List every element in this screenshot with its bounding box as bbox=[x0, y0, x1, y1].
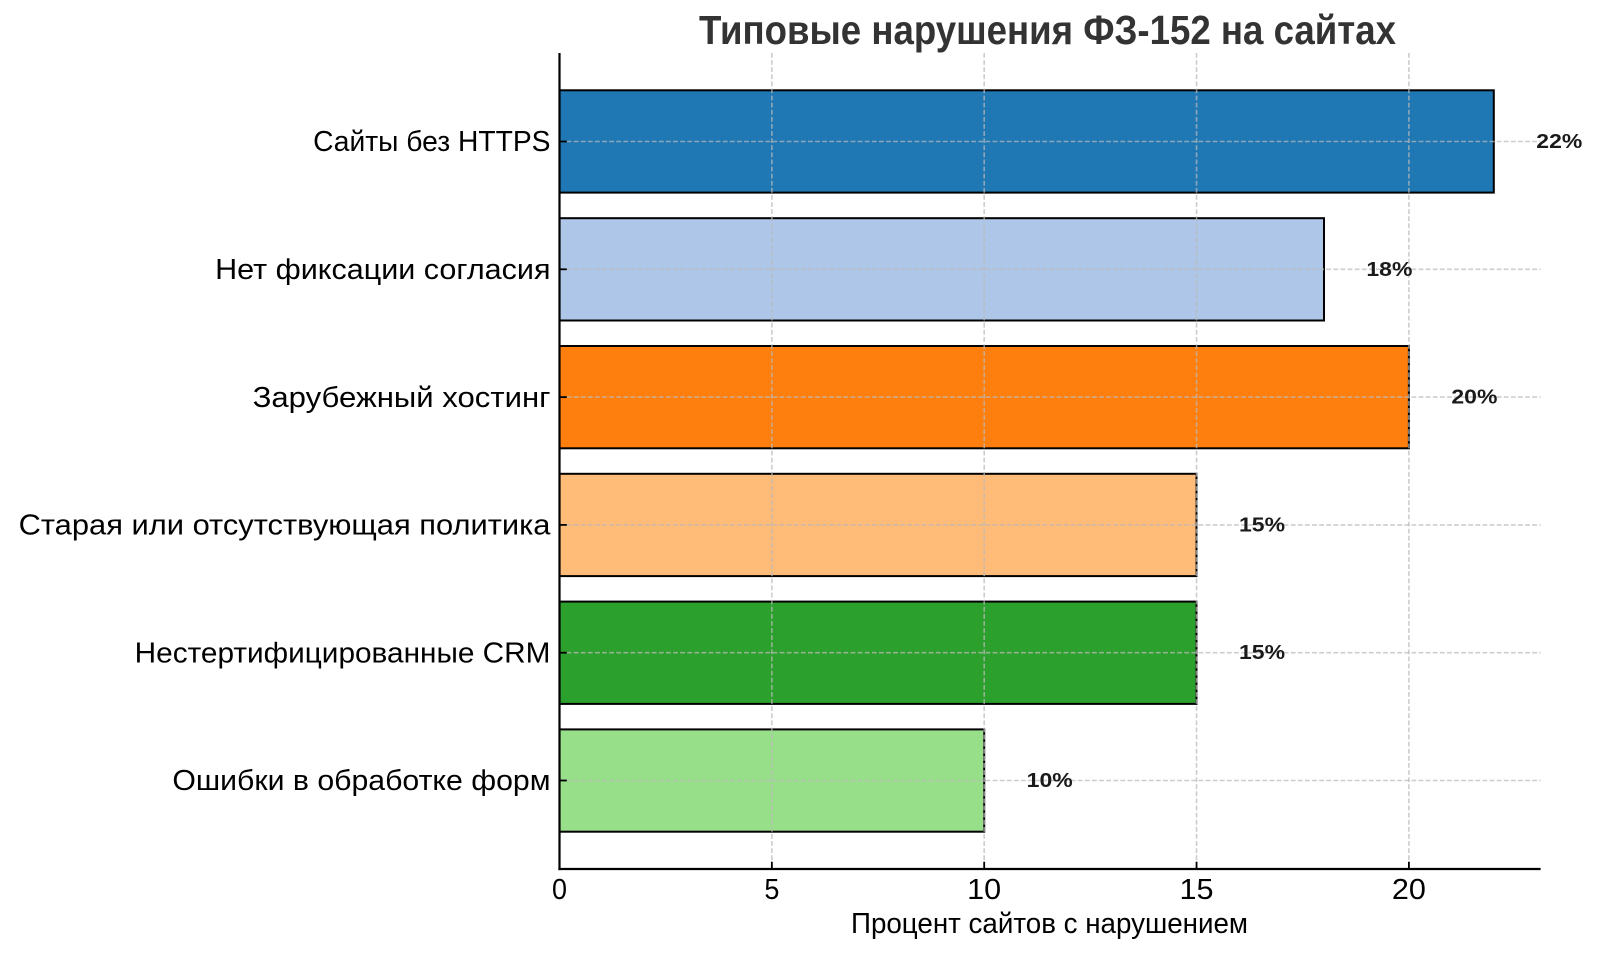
svg-text:10: 10 bbox=[967, 874, 1001, 906]
svg-text:5: 5 bbox=[764, 874, 779, 906]
svg-text:Ошибки в обработке форм: Ошибки в обработке форм bbox=[172, 765, 550, 797]
svg-text:20%: 20% bbox=[1451, 386, 1497, 409]
svg-text:Сайты без HTTPS: Сайты без HTTPS bbox=[313, 126, 550, 158]
svg-text:Старая или отсутствующая полит: Старая или отсутствующая политика bbox=[19, 510, 552, 542]
svg-text:Типовые нарушения ФЗ-152 на са: Типовые нарушения ФЗ-152 на сайтах bbox=[699, 7, 1396, 53]
svg-text:Зарубежный хостинг: Зарубежный хостинг bbox=[253, 382, 551, 414]
svg-text:15%: 15% bbox=[1239, 641, 1285, 664]
svg-text:0: 0 bbox=[552, 874, 567, 906]
svg-text:18%: 18% bbox=[1366, 258, 1412, 281]
svg-text:Нет фиксации согласия: Нет фиксации согласия bbox=[215, 254, 550, 286]
svg-text:20: 20 bbox=[1392, 874, 1426, 906]
svg-text:22%: 22% bbox=[1536, 130, 1582, 153]
svg-text:10%: 10% bbox=[1027, 769, 1073, 792]
svg-text:15: 15 bbox=[1180, 874, 1214, 906]
svg-text:Процент сайтов с нарушением: Процент сайтов с нарушением bbox=[851, 908, 1248, 940]
svg-text:Нестертифицированные CRM: Нестертифицированные CRM bbox=[135, 637, 551, 669]
svg-text:15%: 15% bbox=[1239, 513, 1285, 536]
